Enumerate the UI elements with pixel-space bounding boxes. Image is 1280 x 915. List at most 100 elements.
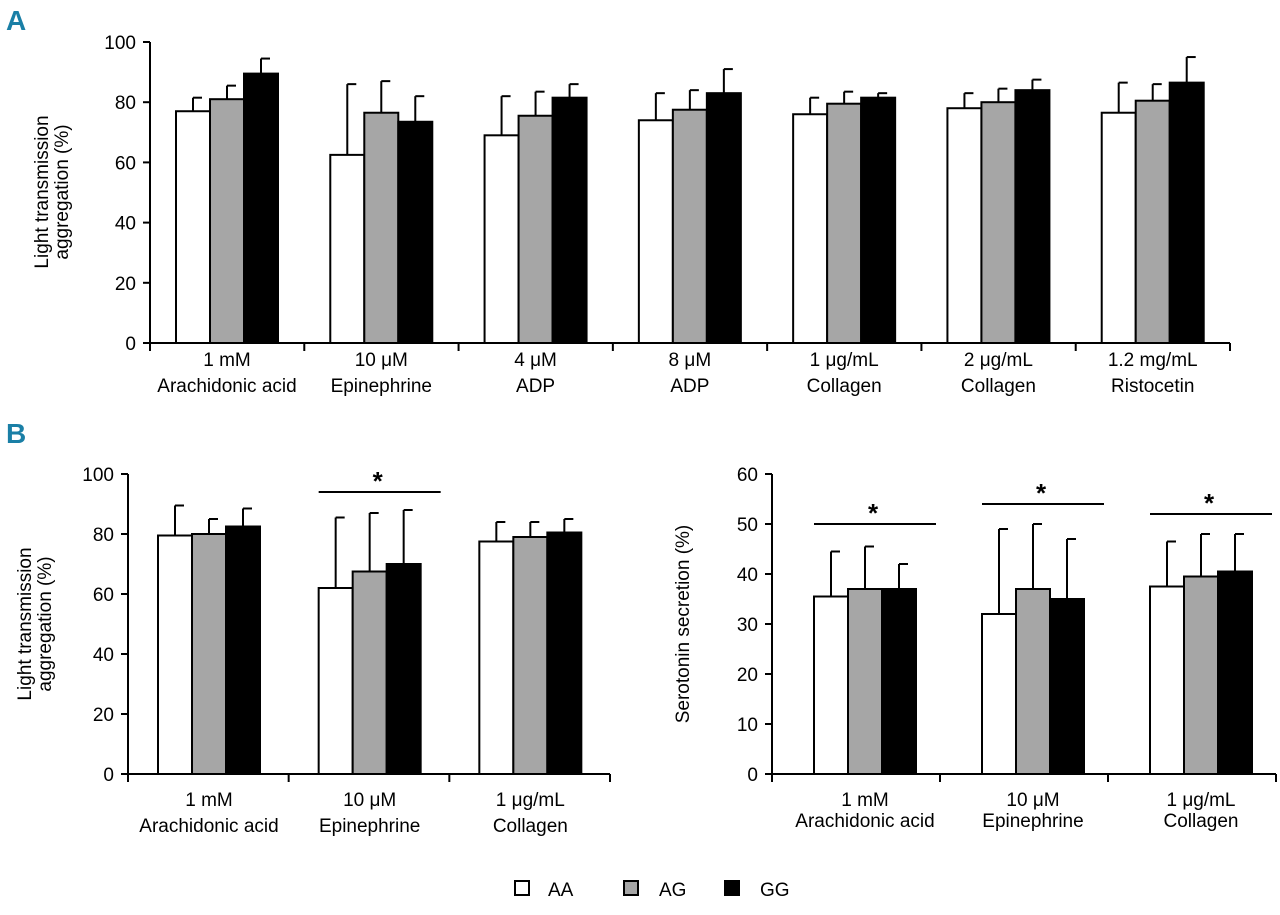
significance-star: * xyxy=(1036,478,1047,508)
bar-ag-adp xyxy=(671,108,708,344)
category-label-line1: 2 μg/mL xyxy=(964,350,1033,371)
bar-aa-adp xyxy=(483,134,520,344)
chart-panel-a: 0 20 40 60 80 100 1 mM Arachidonic acid 10 μM Epi… xyxy=(32,33,1231,397)
category-label-line2: Collagen xyxy=(807,376,882,397)
bar-aa-adp xyxy=(637,119,674,345)
category-label-line1: 1 μg/mL xyxy=(810,350,879,371)
bar-aa-collagen xyxy=(792,113,829,344)
y-tick-label: 10 xyxy=(737,715,758,736)
bar-gg-arachidonic-acid xyxy=(881,588,917,775)
y-axis-label-line: aggregation (%) xyxy=(52,124,73,259)
y-tick-label: 80 xyxy=(115,93,136,114)
y-axis-label: Light transmissionaggregation (%) xyxy=(32,115,73,268)
y-axis-label-line: Light transmission xyxy=(32,115,53,268)
category-label-line2: Epinephrine xyxy=(982,811,1083,832)
bar-aa-collagen xyxy=(478,540,515,775)
bar-gg-collagen xyxy=(546,531,583,775)
bar-aa-collagen xyxy=(1149,585,1185,775)
bar-gg-arachidonic-acid xyxy=(225,525,261,775)
y-tick-label: 20 xyxy=(737,665,758,686)
y-tick-label: 0 xyxy=(747,765,758,786)
category-label-line1: 1.2 mg/mL xyxy=(1108,350,1198,371)
bar-aa-epinephrine xyxy=(317,587,354,775)
bar-gg-arachidonic-acid xyxy=(243,72,279,344)
category-label-line1: 1 μg/mL xyxy=(496,790,565,811)
bar-ag-adp xyxy=(517,114,554,345)
bar-gg-collagen xyxy=(860,96,897,344)
bar-gg-adp xyxy=(551,96,588,344)
y-tick-label: 60 xyxy=(737,465,758,486)
panel-label-a: A xyxy=(6,5,26,36)
bar-ag-epinephrine xyxy=(1015,588,1051,775)
y-axis-label-line: Serotonin secretion (%) xyxy=(673,525,694,724)
bar-ag-arachidonic-acid xyxy=(191,533,227,775)
y-tick-label: 100 xyxy=(82,465,114,486)
bar-aa-epinephrine xyxy=(329,153,366,344)
category-label-line1: 4 μM xyxy=(514,350,557,371)
category-label-line2: Arachidonic acid xyxy=(157,376,296,397)
category-label-line2: Epinephrine xyxy=(331,376,432,397)
bar-ag-collagen xyxy=(512,536,549,775)
bar-aa-ristocetin xyxy=(1100,111,1137,344)
bar-gg-epinephrine xyxy=(397,120,434,344)
bar-gg-epinephrine xyxy=(1049,598,1085,775)
category-label-line1: 8 μM xyxy=(669,350,712,371)
bar-ag-epinephrine xyxy=(351,570,388,775)
significance-star: * xyxy=(373,466,384,496)
bar-gg-collagen xyxy=(1217,570,1253,775)
bar-aa-epinephrine xyxy=(981,613,1017,775)
y-tick-label: 20 xyxy=(115,274,136,295)
legend-swatch-gg xyxy=(724,880,740,896)
category-label-line2: Collagen xyxy=(493,816,568,837)
bar-aa-arachidonic-acid xyxy=(813,595,849,775)
bar-ag-ristocetin xyxy=(1134,99,1171,344)
y-axis-label-line: Light transmission xyxy=(15,547,36,700)
legend-label-gg: GG xyxy=(760,880,790,901)
bar-aa-collagen xyxy=(946,107,983,344)
y-tick-label: 60 xyxy=(93,585,114,606)
bar-aa-arachidonic-acid xyxy=(157,534,193,775)
y-axis-label: Serotonin secretion (%) xyxy=(673,525,694,724)
y-axis-label-line: aggregation (%) xyxy=(35,556,56,691)
y-tick-label: 50 xyxy=(737,515,758,536)
category-label-line2: Arachidonic acid xyxy=(139,816,278,837)
bar-ag-collagen xyxy=(980,101,1017,344)
bar-gg-epinephrine xyxy=(385,563,422,775)
bar-ag-collagen xyxy=(1183,575,1219,775)
category-label-line2: Ristocetin xyxy=(1111,376,1194,397)
bar-ag-arachidonic-acid xyxy=(209,98,245,344)
bar-aa-arachidonic-acid xyxy=(175,110,211,345)
significance-star: * xyxy=(1204,488,1215,518)
y-axis-label: Light transmissionaggregation (%) xyxy=(15,547,56,700)
category-label-line2: Collagen xyxy=(961,376,1036,397)
category-label-line1: 1 mM xyxy=(185,790,233,811)
category-label-line1: 1 μg/mL xyxy=(1166,790,1235,811)
bar-gg-adp xyxy=(705,92,742,344)
bar-ag-arachidonic-acid xyxy=(847,588,883,775)
category-label-line2: Arachidonic acid xyxy=(795,811,934,832)
legend-label-aa: AA xyxy=(548,880,574,901)
y-tick-label: 20 xyxy=(93,705,114,726)
y-tick-label: 60 xyxy=(115,153,136,174)
y-tick-label: 30 xyxy=(737,615,758,636)
significance-star: * xyxy=(868,498,879,528)
panel-label-b: B xyxy=(6,418,26,449)
bar-gg-collagen xyxy=(1014,89,1051,344)
category-label-line1: 10 μM xyxy=(1006,790,1059,811)
y-tick-label: 80 xyxy=(93,525,114,546)
category-label-line2: ADP xyxy=(516,376,555,397)
category-label-line2: Collagen xyxy=(1164,811,1239,832)
legend-swatch-ag xyxy=(623,880,639,896)
bar-gg-ristocetin xyxy=(1168,81,1205,344)
category-label-line1: 10 μM xyxy=(343,790,396,811)
category-label-line1: 10 μM xyxy=(355,350,408,371)
bar-ag-collagen xyxy=(826,102,863,344)
bar-ag-epinephrine xyxy=(363,111,400,344)
y-tick-label: 100 xyxy=(104,33,136,54)
category-label-line2: Epinephrine xyxy=(319,816,420,837)
y-tick-label: 40 xyxy=(93,645,114,666)
y-tick-label: 40 xyxy=(115,214,136,235)
legend: AA AG GG xyxy=(514,880,790,901)
